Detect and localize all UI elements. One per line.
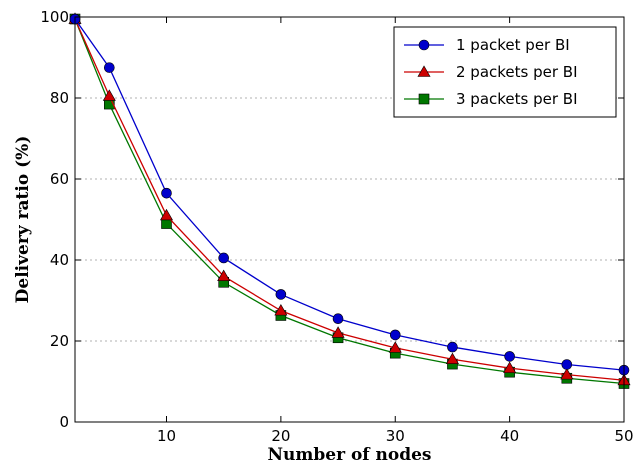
y-tick-label: 40 <box>50 251 69 269</box>
data-point-marker <box>331 326 345 338</box>
legend-label: 2 packets per BI <box>456 63 578 81</box>
data-point-marker <box>389 329 401 341</box>
data-point-marker <box>561 359 573 370</box>
x-tick-label: 40 <box>500 427 519 445</box>
data-point-marker <box>332 313 344 325</box>
legend-label: 3 packets per BI <box>456 90 578 108</box>
legend-label: 1 packet per BI <box>456 36 570 54</box>
y-tick-label: 20 <box>50 332 69 350</box>
legend-marker <box>417 65 431 77</box>
data-point-marker <box>560 368 574 380</box>
plot-frame <box>74 16 625 423</box>
legend-marker <box>418 39 430 51</box>
data-point-marker <box>217 269 231 282</box>
x-tick-label: 50 <box>614 427 633 445</box>
data-point-marker <box>159 208 174 221</box>
data-point-marker <box>102 89 116 101</box>
legend: 1 packet per BI 2 packets per BI 3 packets… <box>393 26 617 118</box>
y-tick-label: 100 <box>40 8 69 26</box>
data-point-marker <box>275 289 287 300</box>
data-point-marker <box>388 341 402 353</box>
grid-lines <box>75 97 624 342</box>
y-axis-label: Delivery ratio (%) <box>13 136 33 304</box>
legend-marker <box>418 93 430 105</box>
x-axis-label: Number of nodes <box>267 445 431 465</box>
data-point-marker <box>161 187 172 199</box>
x-tick-label: 30 <box>386 427 405 445</box>
data-point-marker <box>104 62 115 73</box>
y-tick-label: 80 <box>50 89 69 107</box>
data-point-marker <box>274 304 288 316</box>
x-tick-label: 20 <box>271 427 290 445</box>
data-point-marker <box>447 341 458 353</box>
y-tick-label: 60 <box>50 170 69 188</box>
data-point-marker <box>218 252 229 264</box>
data-point-marker <box>445 352 459 365</box>
x-tick-label: 10 <box>157 427 176 445</box>
data-point-marker <box>504 351 515 362</box>
legend-item: 3 packets per BI <box>404 90 578 108</box>
legend-item: 1 packet per BI <box>404 36 570 54</box>
axis-ticks: 0 20 40 60 80 100 10 20 30 40 50 <box>40 8 633 445</box>
data-point-marker <box>503 361 517 373</box>
legend-item: 2 packets per BI <box>404 63 578 81</box>
series-layer <box>68 12 631 389</box>
y-tick-label: 0 <box>59 413 69 431</box>
